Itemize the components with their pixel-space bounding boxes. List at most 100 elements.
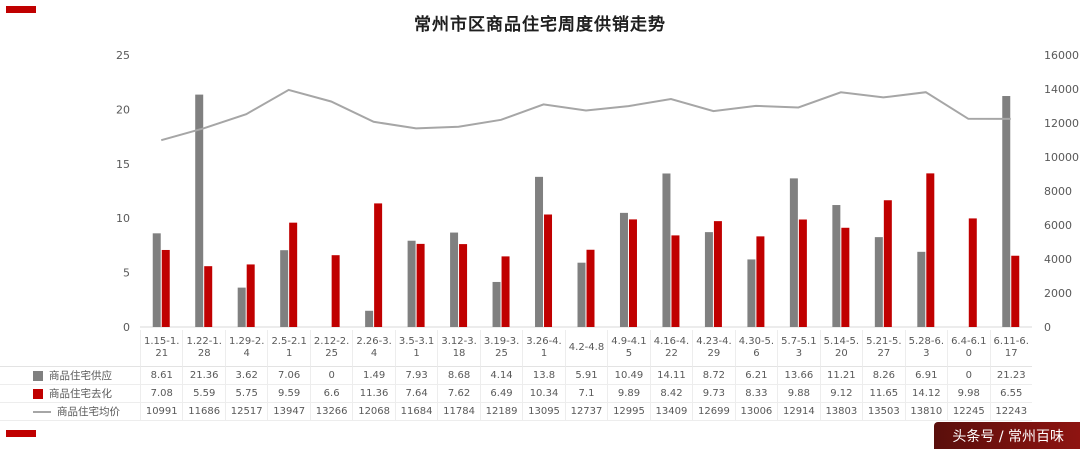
category-label: 1.22-1.28 — [182, 330, 225, 367]
legend-square-icon — [33, 370, 43, 381]
value-cell: 6.91 — [904, 367, 948, 385]
series-name: 商品住宅去化 — [49, 388, 112, 400]
category-row: 1.15-1.21 1.22-1.28 1.29-2.4 2.5-2.11 2.12-2… — [0, 330, 1032, 367]
table-row: 商品住宅供应 8.61 21.36 3.62 7.06 0 1.49 7.93 8.68 4.14… — [0, 367, 1032, 385]
category-label: 6.11-6.17 — [989, 330, 1032, 367]
value-cell: 7.06 — [267, 367, 310, 385]
right-axis-tick: 2000 — [1044, 287, 1072, 300]
value-cell: 21.36 — [182, 367, 225, 385]
category-label: 1.15-1.21 — [140, 330, 183, 367]
bar-商品住宅去化 — [501, 256, 510, 327]
bar-商品住宅去化 — [544, 214, 553, 327]
value-cell: 9.12 — [819, 385, 863, 403]
value-cell: 11.36 — [352, 385, 395, 403]
bar-商品住宅供应 — [237, 287, 246, 327]
table-corner-cell — [0, 330, 140, 367]
value-cell: 8.26 — [862, 367, 905, 385]
value-cell: 12243 — [989, 403, 1032, 421]
category-label: 2.26-3.4 — [352, 330, 395, 367]
value-cell: 1.49 — [352, 367, 395, 385]
category-label: 4.16-4.22 — [649, 330, 693, 367]
bar-商品住宅供应 — [917, 251, 926, 327]
bar-商品住宅供应 — [195, 94, 204, 327]
value-cell: 11784 — [437, 403, 480, 421]
red-corner-mark-top — [6, 6, 36, 13]
value-cell: 9.98 — [947, 385, 990, 403]
bar-商品住宅去化 — [289, 222, 298, 327]
left-axis-tick: 25 — [116, 49, 130, 62]
value-cell: 12995 — [607, 403, 650, 421]
value-cell: 13006 — [734, 403, 778, 421]
value-cell: 6.49 — [479, 385, 523, 403]
category-label: 3.19-3.25 — [479, 330, 523, 367]
value-cell: 0 — [947, 367, 990, 385]
bar-商品住宅供应 — [450, 232, 459, 327]
bar-商品住宅去化 — [883, 200, 892, 327]
right-axis-tick: 4000 — [1044, 253, 1072, 266]
left-axis-tick: 0 — [123, 321, 130, 334]
bar-商品住宅供应 — [874, 237, 883, 327]
category-label: 4.23-4.29 — [692, 330, 735, 367]
table-row: 商品住宅均价 10991 11686 12517 13947 13266 12068 1168… — [0, 403, 1032, 421]
left-axis-tick: 10 — [116, 212, 130, 225]
chart-data-table: 1.15-1.21 1.22-1.28 1.29-2.4 2.5-2.11 2.12-2… — [0, 330, 1032, 421]
value-cell: 13503 — [862, 403, 905, 421]
value-cell: 8.42 — [649, 385, 693, 403]
series-name: 商品住宅供应 — [49, 370, 112, 382]
category-label: 4.2-4.8 — [564, 330, 608, 367]
line-商品住宅均价 — [160, 88, 1011, 142]
category-label: 3.26-4.1 — [522, 330, 565, 367]
bar-商品住宅去化 — [246, 264, 255, 327]
legend-square-icon — [33, 388, 43, 399]
value-cell: 11.21 — [819, 367, 863, 385]
category-label: 4.30-5.6 — [734, 330, 778, 367]
value-cell: 13266 — [309, 403, 353, 421]
value-cell: 13803 — [819, 403, 863, 421]
bar-商品住宅供应 — [662, 173, 671, 327]
category-label: 6.4-6.10 — [947, 330, 990, 367]
category-label: 5.7-5.13 — [777, 330, 820, 367]
value-cell: 7.64 — [394, 385, 438, 403]
value-cell: 8.33 — [734, 385, 778, 403]
category-label: 1.29-2.4 — [224, 330, 268, 367]
legend-line-icon — [33, 410, 51, 413]
value-cell: 8.72 — [692, 367, 735, 385]
bar-商品住宅供应 — [365, 310, 374, 327]
right-axis-tick: 10000 — [1044, 151, 1079, 164]
value-cell: 10991 — [140, 403, 183, 421]
bar-商品住宅供应 — [1002, 96, 1011, 327]
bar-商品住宅去化 — [926, 173, 935, 327]
bar-商品住宅供应 — [747, 259, 756, 327]
value-cell: 5.75 — [224, 385, 268, 403]
series-header-cell: 商品住宅均价 — [0, 403, 140, 421]
category-label: 2.12-2.25 — [309, 330, 353, 367]
watermark-text: 头条号 / 常州百味 — [952, 428, 1064, 445]
chart-title: 常州市区商品住宅周度供销走势 — [414, 15, 666, 35]
value-cell: 7.08 — [140, 385, 183, 403]
category-label: 5.14-5.20 — [819, 330, 863, 367]
bar-商品住宅去化 — [1011, 255, 1020, 327]
value-cell: 13409 — [649, 403, 693, 421]
bar-商品住宅供应 — [535, 176, 544, 327]
value-cell: 13810 — [904, 403, 948, 421]
value-cell: 5.59 — [182, 385, 225, 403]
bar-商品住宅供应 — [152, 233, 161, 327]
value-cell: 8.68 — [437, 367, 480, 385]
value-cell: 12699 — [692, 403, 735, 421]
left-axis-tick: 20 — [116, 103, 130, 116]
value-cell: 5.91 — [564, 367, 608, 385]
bar-商品住宅去化 — [459, 244, 468, 327]
value-cell: 12189 — [479, 403, 523, 421]
bar-商品住宅去化 — [671, 235, 680, 327]
value-cell: 12914 — [777, 403, 820, 421]
right-axis-tick: 16000 — [1044, 49, 1079, 62]
bar-商品住宅去化 — [756, 236, 765, 327]
right-axis-tick: 14000 — [1044, 83, 1079, 96]
category-label: 5.21-5.27 — [862, 330, 905, 367]
category-label: 5.28-6.3 — [904, 330, 948, 367]
value-cell: 7.1 — [564, 385, 608, 403]
table-row: 商品住宅去化 7.08 5.59 5.75 9.59 6.6 11.36 7.64 7.62 6.… — [0, 385, 1032, 403]
bar-商品住宅去化 — [374, 203, 383, 327]
value-cell: 10.34 — [522, 385, 565, 403]
